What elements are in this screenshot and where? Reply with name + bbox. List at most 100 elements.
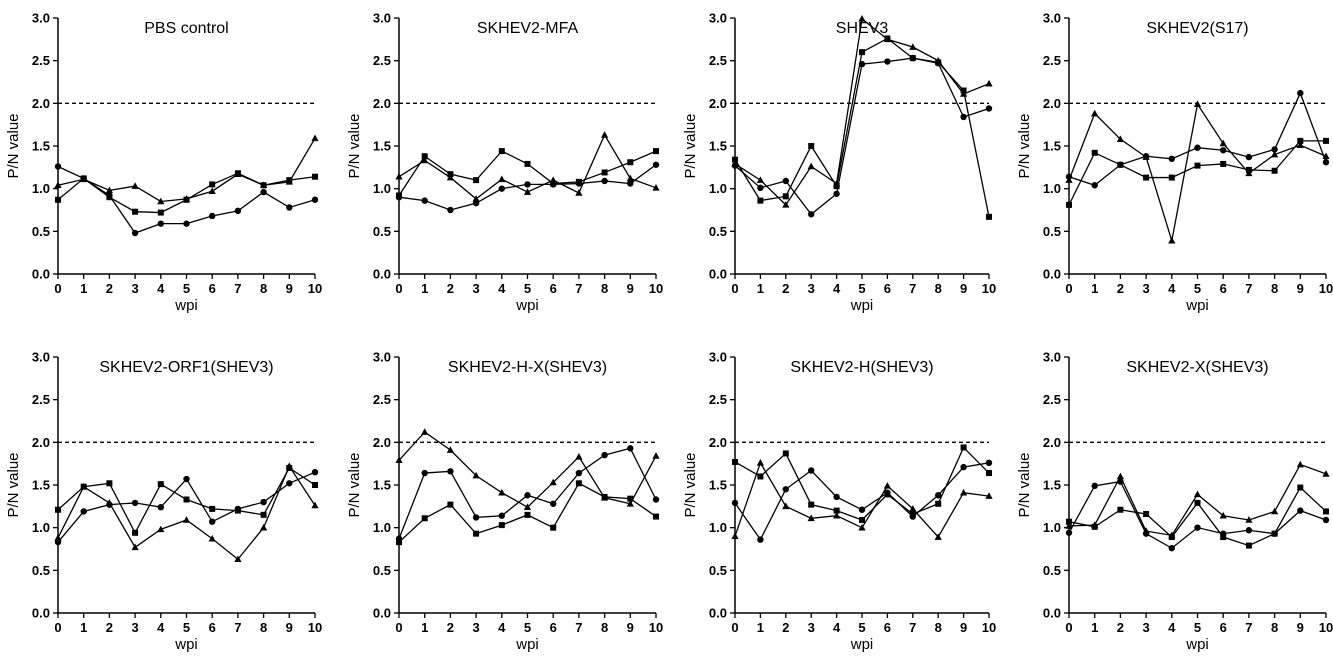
panel-title: SKHEV2-H(SHEV3) <box>790 359 933 376</box>
data-point-square <box>524 511 531 518</box>
data-point-triangle <box>472 471 480 479</box>
y-tick-label: 0.0 <box>373 267 391 282</box>
data-point-square <box>859 516 865 523</box>
data-point-triangle <box>782 201 790 208</box>
y-axis-title: P/N value <box>1016 113 1033 178</box>
y-axis-title: P/N value <box>5 113 22 178</box>
data-point-square <box>732 156 738 163</box>
y-tick-label: 2.5 <box>32 392 50 407</box>
x-tick-label: 2 <box>1117 281 1124 296</box>
y-tick-label: 1.0 <box>32 181 50 196</box>
x-tick-label: 4 <box>157 281 165 296</box>
data-point-triangle <box>549 176 557 183</box>
y-axis-title: P/N value <box>346 452 363 517</box>
y-tick-label: 1.5 <box>32 478 50 493</box>
data-point-triangle <box>157 197 165 205</box>
data-point-circle <box>498 512 505 519</box>
data-point-triangle <box>260 523 268 531</box>
data-point-circle <box>884 58 891 65</box>
data-point-square <box>986 213 992 220</box>
data-point-circle <box>157 220 164 227</box>
data-point-square <box>55 196 61 203</box>
y-tick-label: 1.5 <box>373 139 391 154</box>
x-tick-label: 10 <box>649 620 663 635</box>
data-point-triangle <box>934 533 942 540</box>
series-line <box>57 137 316 203</box>
data-point-triangle <box>421 428 429 435</box>
data-point-circle <box>757 536 764 543</box>
x-tick-label: 6 <box>1220 620 1227 635</box>
data-point-triangle <box>157 525 165 533</box>
data-point-triangle <box>1116 472 1124 480</box>
data-point-square <box>1143 511 1150 518</box>
x-tick-label: 4 <box>1168 620 1176 635</box>
chart-panel: 0.0 0.5 1.0 1.5 2.0 2.5 3.0 0 1 2 3 4 5 6 7 8 9 10 wpi P/N … <box>1016 350 1333 654</box>
data-point-circle <box>1297 507 1304 514</box>
x-axis-title: wpi <box>174 297 198 314</box>
x-tick-label: 8 <box>1271 281 1278 296</box>
data-point-square <box>132 208 139 215</box>
data-point-triangle <box>234 555 242 563</box>
data-point-circle <box>960 113 967 121</box>
x-tick-label: 5 <box>524 281 531 296</box>
x-tick-label: 3 <box>808 620 815 635</box>
data-point-circle <box>80 508 87 515</box>
x-tick-label: 0 <box>54 620 61 635</box>
x-tick-label: 1 <box>1091 620 1098 635</box>
data-point-triangle <box>208 187 216 195</box>
data-point-circle <box>833 190 840 197</box>
x-tick-label: 10 <box>649 281 663 296</box>
data-point-square <box>627 159 634 166</box>
x-tick-label: 0 <box>395 281 402 296</box>
data-point-square <box>473 530 480 537</box>
data-point-triangle <box>833 179 841 187</box>
data-point-square <box>782 450 789 457</box>
x-tick-label: 9 <box>1297 281 1304 296</box>
x-tick-label: 8 <box>935 281 942 296</box>
x-tick-label: 2 <box>1117 620 1124 635</box>
y-tick-label: 2.0 <box>1043 96 1061 111</box>
x-tick-label: 2 <box>106 281 113 296</box>
chart-panel: 0.0 0.5 1.0 1.5 2.0 2.5 3.0 0 1 2 3 4 5 6 7 8 9 10 wpi P/N … <box>346 350 663 654</box>
data-point-triangle <box>858 15 866 22</box>
data-point-circle <box>808 467 815 474</box>
data-point-square <box>106 480 113 487</box>
data-point-triangle <box>1142 527 1150 534</box>
data-point-circle <box>1322 159 1330 166</box>
x-tick-label: 3 <box>1142 620 1149 635</box>
data-point-triangle <box>807 162 815 170</box>
y-tick-label: 2.5 <box>32 53 50 68</box>
panel-title: SHEV3 <box>836 20 889 37</box>
x-tick-label: 6 <box>550 281 557 296</box>
data-point-circle <box>234 207 242 215</box>
data-point-circle <box>524 181 531 188</box>
y-tick-label: 2.0 <box>709 435 727 450</box>
data-point-square <box>498 522 505 529</box>
x-tick-label: 4 <box>833 620 841 635</box>
x-axis-title: wpi <box>1185 297 1209 314</box>
data-point-square <box>106 194 113 201</box>
x-tick-label: 0 <box>54 281 61 296</box>
x-axis-title: wpi <box>515 297 539 314</box>
panel-title: SKHEV2-ORF1(SHEV3) <box>99 359 273 376</box>
data-point-circle <box>286 480 293 487</box>
x-axis-title: wpi <box>850 297 874 314</box>
data-point-square <box>1117 506 1124 513</box>
data-point-square <box>473 177 480 184</box>
data-point-triangle <box>985 79 993 87</box>
x-tick-label: 9 <box>627 281 634 296</box>
data-point-triangle <box>1091 109 1099 117</box>
x-tick-label: 7 <box>909 620 916 635</box>
y-tick-label: 0.0 <box>709 267 727 282</box>
y-tick-label: 1.5 <box>32 139 50 154</box>
data-point-circle <box>601 451 608 459</box>
data-point-triangle <box>756 459 764 466</box>
data-point-triangle <box>731 160 739 167</box>
x-tick-label: 3 <box>131 620 138 635</box>
data-point-circle <box>131 499 139 507</box>
data-point-square <box>209 181 216 188</box>
data-point-triangle <box>498 488 506 496</box>
data-point-circle <box>652 161 660 168</box>
data-point-circle <box>1091 482 1098 490</box>
data-point-circle <box>858 506 866 513</box>
